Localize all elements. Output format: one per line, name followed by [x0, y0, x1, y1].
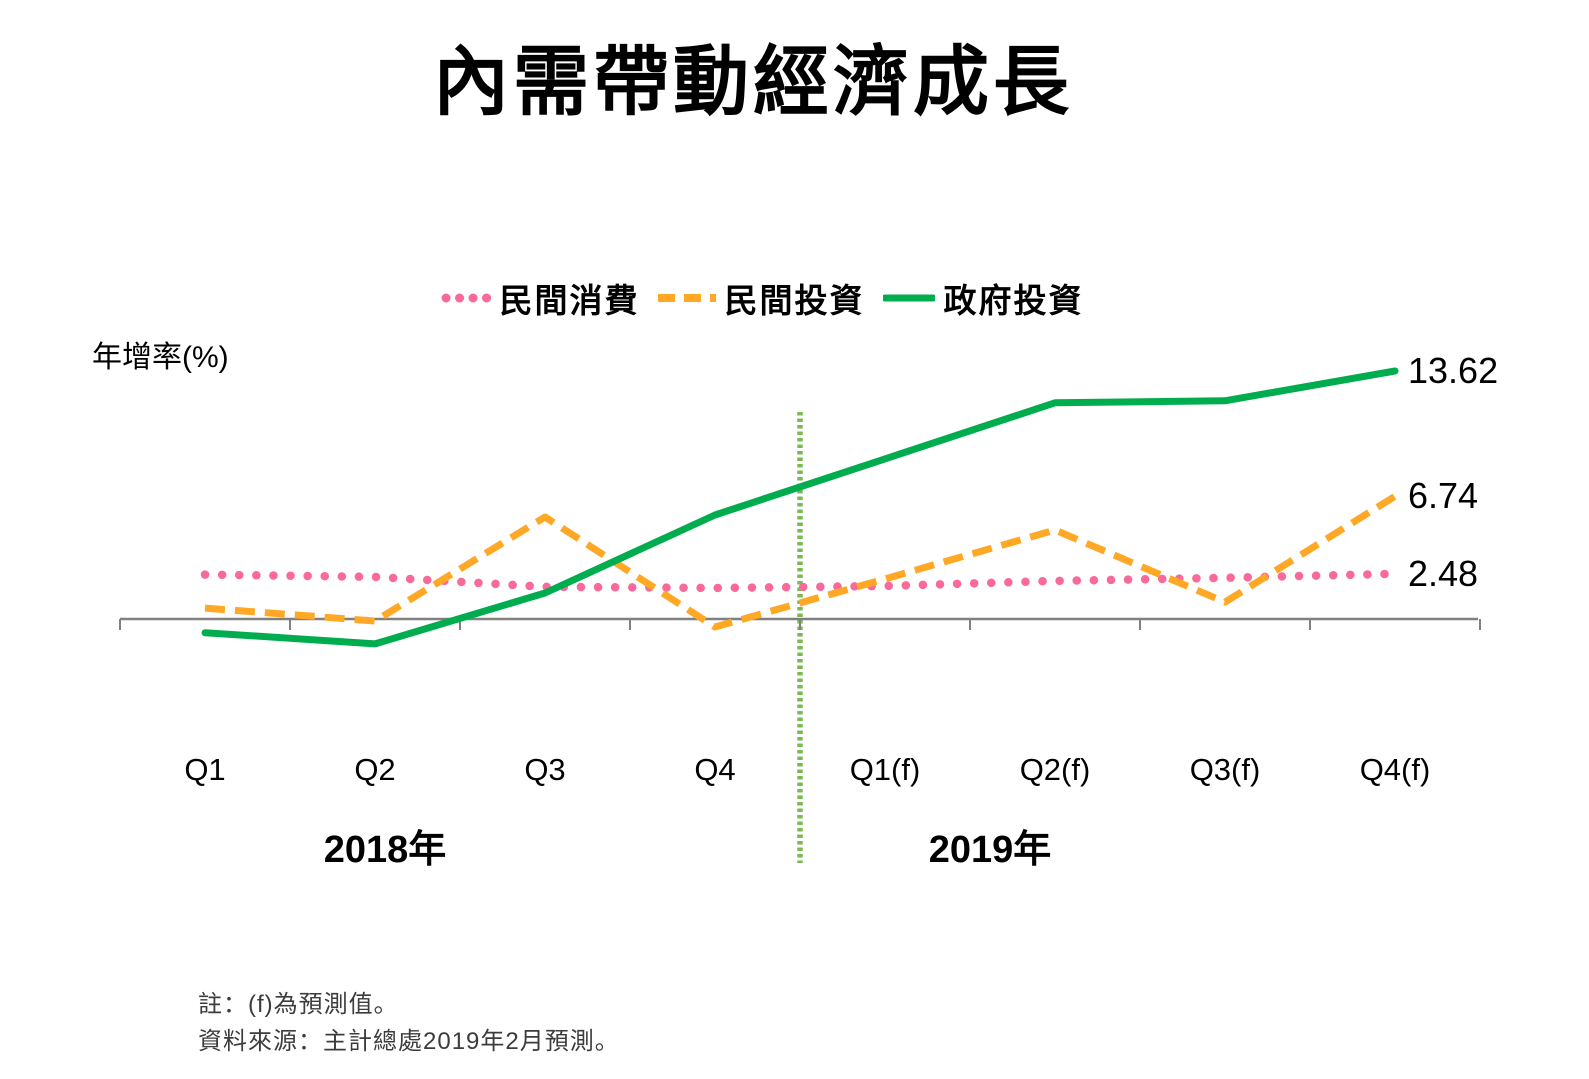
y-axis-label: 年增率(%): [92, 341, 229, 374]
x-tick-label-q2: Q2: [354, 752, 396, 787]
page-title: 內需帶動經濟成長: [433, 40, 1073, 125]
legend-item-government-investment: 政府投資: [882, 274, 1084, 322]
legend-label-private-investment: 民間投資: [724, 282, 865, 319]
series-end-value-private-consumption: 2.48: [1408, 553, 1479, 594]
x-tick-label-q1: Q1: [184, 752, 226, 787]
series-end-value-government-investment: 13.62: [1408, 350, 1499, 391]
solid-line-swatch-icon: [882, 294, 935, 302]
year-group-label-2019: 2019年: [928, 829, 1052, 871]
series-line-private-investment: [204, 493, 1397, 631]
series-line-government-investment: [201, 367, 1399, 648]
x-tick-label-q4f: Q4(f): [1359, 752, 1431, 787]
legend-label-government-investment: 政府投資: [943, 282, 1084, 319]
dashed-line-swatch-icon: [657, 294, 716, 302]
legend-item-private-consumption: 民間消費: [441, 274, 640, 322]
legend-label-private-consumption: 民間消費: [499, 282, 640, 319]
x-tick-label-q3f: Q3(f): [1189, 752, 1261, 787]
x-tick-label-q3: Q3: [524, 752, 566, 787]
footnote-data-source: 資料來源：主計總處2019年2月預測。: [198, 1028, 620, 1055]
year-group-label-2018: 2018年: [323, 829, 447, 871]
series-end-value-private-investment: 6.74: [1408, 475, 1479, 516]
x-tick-label-q2f: Q2(f): [1019, 752, 1091, 787]
x-tick-label-q1f: Q1(f): [849, 752, 921, 787]
legend-item-private-investment: 民間投資: [657, 274, 865, 322]
x-tick-label-q4: Q4: [694, 752, 736, 787]
series-line-private-consumption: [200, 569, 1400, 593]
legend: 民間消費 民間投資 政府投資: [0, 274, 1524, 322]
footnote-forecast-definition: 註：(f)為預測值。: [198, 991, 399, 1018]
